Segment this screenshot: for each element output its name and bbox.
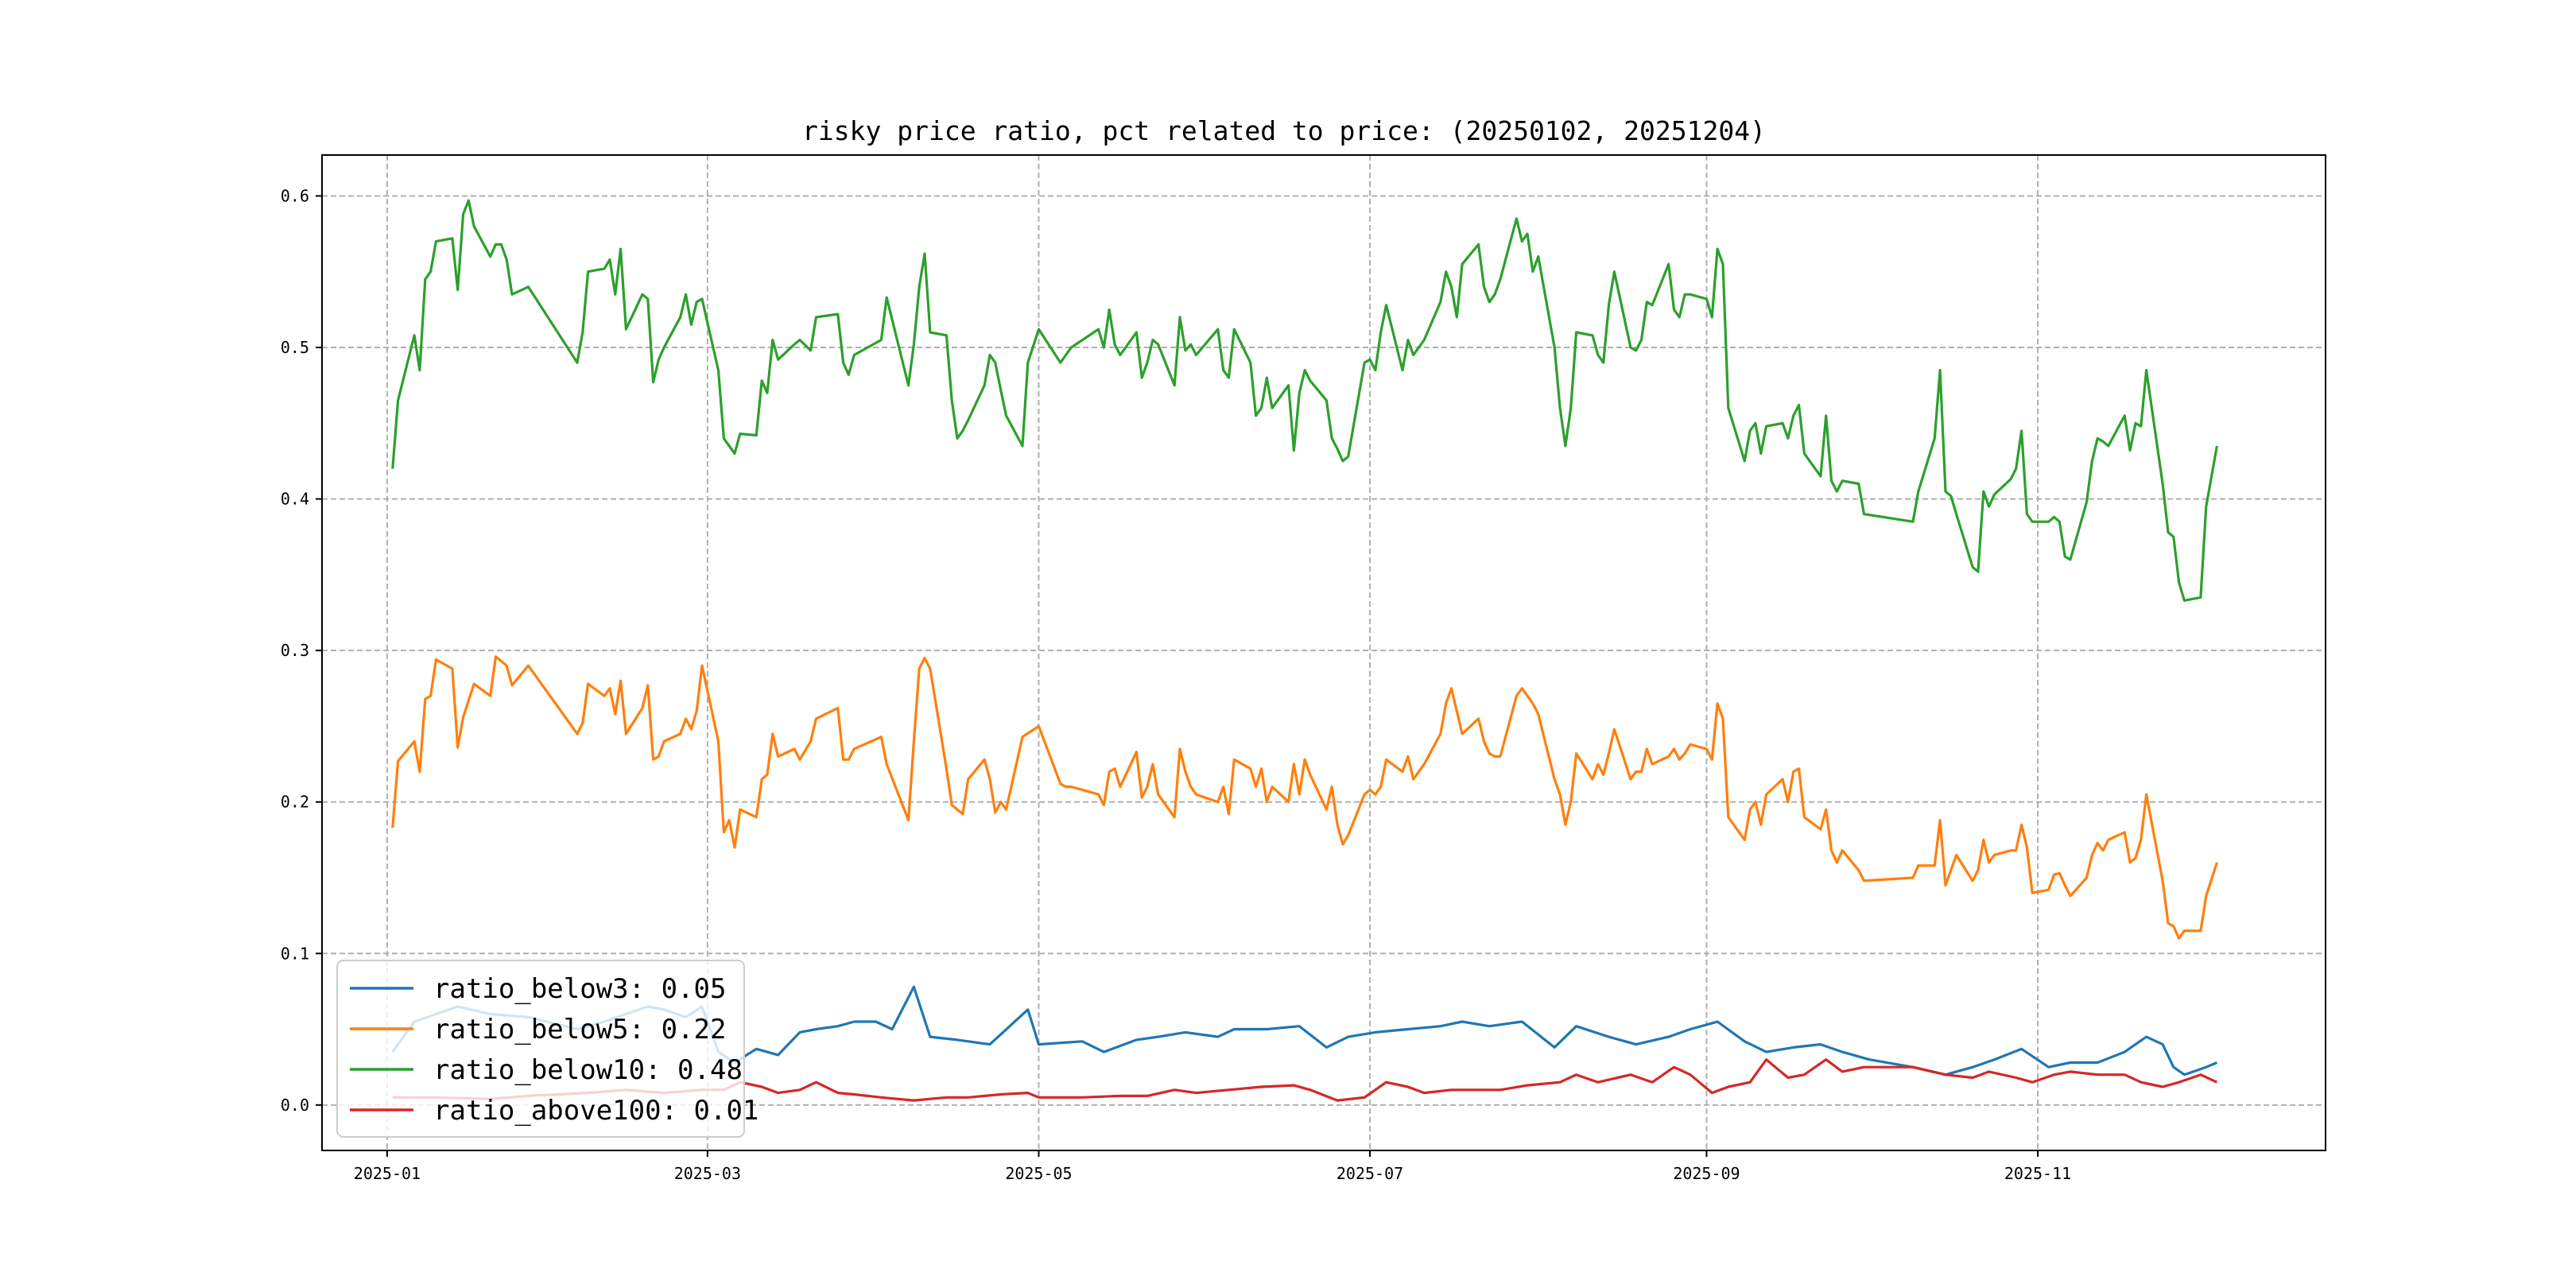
legend: ratio_below3: 0.05 ratio_below5: 0.22 rati… bbox=[336, 960, 758, 1138]
legend-label-ratio-below5: ratio_below5: 0.22 bbox=[433, 1014, 726, 1046]
x-tick-label: 2025-07 bbox=[1336, 1164, 1403, 1183]
chart-title: risky price ratio, pct related to price:… bbox=[802, 115, 1766, 146]
legend-label-ratio-above100: ratio_above100: 0.01 bbox=[433, 1095, 758, 1127]
y-tick-label: 0.2 bbox=[281, 793, 309, 812]
series-line-ratio-above100 bbox=[392, 1058, 2218, 1102]
y-tick-label: 0.0 bbox=[281, 1096, 309, 1115]
x-tick-label: 2025-01 bbox=[354, 1164, 421, 1183]
legend-label-ratio-below3: ratio_below3: 0.05 bbox=[433, 973, 726, 1005]
legend-label-ratio-below10: ratio_below10: 0.48 bbox=[433, 1054, 743, 1086]
legend-box bbox=[336, 960, 745, 1138]
series-line-ratio-below10 bbox=[391, 199, 2218, 602]
x-tick-label: 2025-11 bbox=[2004, 1164, 2071, 1183]
y-tick-label: 0.5 bbox=[281, 338, 309, 357]
plot-area-frame bbox=[321, 154, 2326, 1151]
y-tick-label: 0.3 bbox=[281, 641, 309, 660]
axis-ticks: 0.0 0.1 0.2 0.3 0.4 0.5 0.6 2025-01 2025-03 2025-… bbox=[281, 186, 2071, 1183]
x-tick-label: 2025-05 bbox=[1005, 1164, 1072, 1183]
x-tick-label: 2025-03 bbox=[674, 1164, 741, 1183]
series-line-ratio-below5 bbox=[391, 655, 2218, 940]
y-tick-label: 0.1 bbox=[281, 944, 309, 963]
x-tick-label: 2025-09 bbox=[1673, 1164, 1740, 1183]
y-tick-label: 0.4 bbox=[281, 490, 309, 509]
y-tick-label: 0.6 bbox=[281, 186, 309, 205]
